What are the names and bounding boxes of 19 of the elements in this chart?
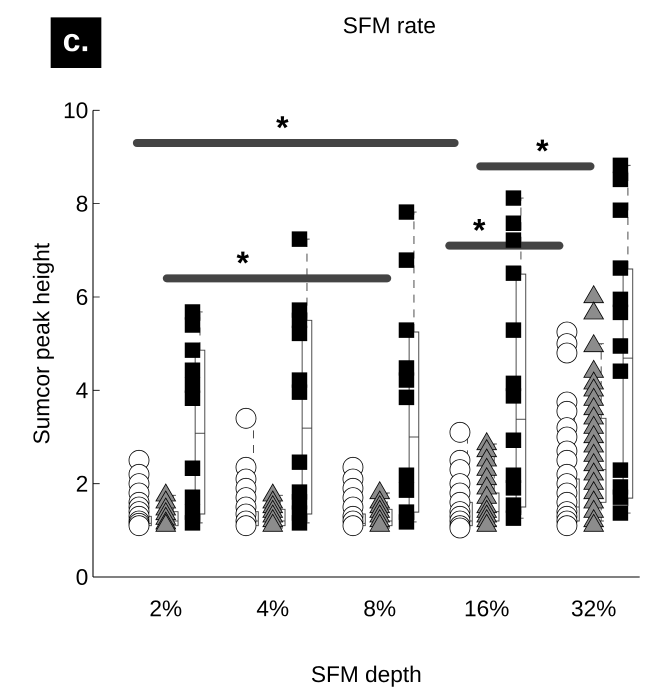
x-axis-title: SFM depth — [312, 666, 420, 687]
text: c. — [64, 34, 88, 52]
y-tick-label: 8 — [76, 196, 88, 212]
chart-title: SFM rate — [344, 17, 436, 34]
y-axis-title: Sumcor peak height — [32, 243, 54, 444]
annotation: * — [276, 116, 289, 128]
x-tick-label: 8% — [364, 600, 396, 616]
y-tick-label: 4 — [76, 382, 88, 398]
y-tick-label: 6 — [76, 288, 88, 306]
y-tick-label: 0 — [76, 568, 88, 586]
x-tick-label: 2% — [150, 600, 182, 616]
annotation: * — [236, 252, 250, 264]
x-tick-label: 4% — [257, 600, 288, 616]
annotation: * — [536, 140, 549, 152]
x-tick-label: 32% — [572, 600, 616, 616]
annotation: * — [473, 218, 486, 231]
x-tick-label: 16% — [466, 600, 509, 616]
y-tick-label: 2 — [76, 476, 88, 492]
y-tick-label: 10 — [64, 102, 88, 118]
